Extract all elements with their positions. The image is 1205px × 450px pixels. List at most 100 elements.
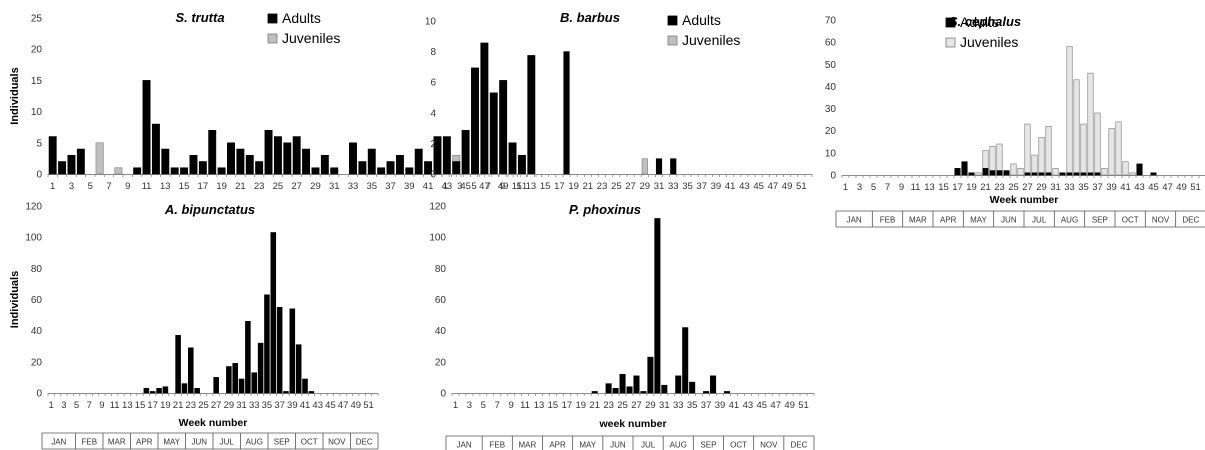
x-tick-label: 39 <box>715 400 726 411</box>
x-tick-label: 41 <box>725 181 736 192</box>
adults-bar <box>471 67 479 175</box>
month-label: AUG <box>246 438 263 447</box>
adults-bar <box>452 161 461 175</box>
adults-bar <box>142 80 151 175</box>
y-tick-label: 10 <box>825 148 837 159</box>
y-tick-label: 20 <box>435 357 447 368</box>
adults-bar <box>245 321 251 394</box>
adults-bar <box>996 170 1003 176</box>
x-tick-label: 33 <box>668 181 679 192</box>
y-tick-label: 8 <box>430 47 436 58</box>
y-tick-label: 60 <box>31 295 43 306</box>
x-axis-label: Week number <box>990 194 1059 206</box>
y-tick-label: 25 <box>31 14 43 25</box>
adults-bar <box>180 167 189 175</box>
adults-bar <box>654 218 661 394</box>
x-tick-label: 15 <box>179 181 190 192</box>
adults-bar <box>605 383 612 394</box>
juveniles-bar <box>114 167 123 175</box>
y-tick-label: 0 <box>36 389 42 400</box>
x-tick-label: 19 <box>966 182 977 193</box>
month-label: MAY <box>579 441 596 450</box>
x-tick-label: 49 <box>498 181 509 192</box>
adults-bar <box>655 158 663 175</box>
adults-bar <box>151 123 160 175</box>
x-tick-label: 25 <box>617 400 628 411</box>
x-tick-label: 3 <box>467 400 472 411</box>
legend-label-adults: Adults <box>960 14 999 30</box>
legend-swatch-adults <box>945 17 956 28</box>
adults-bar <box>349 142 357 175</box>
month-label: MAR <box>519 441 537 450</box>
adults-bar <box>1066 172 1073 176</box>
x-tick-label: 13 <box>526 181 537 192</box>
x-tick-label: 27 <box>211 400 222 411</box>
x-tick-label: 17 <box>562 400 573 411</box>
y-tick-label: 5 <box>36 138 42 149</box>
adults-bar <box>48 136 57 175</box>
x-tick-label: 27 <box>631 400 642 411</box>
x-tick-label: 51 <box>798 400 809 411</box>
month-label: JUN <box>1001 216 1017 225</box>
adults-bar <box>289 308 296 394</box>
x-tick-label: 31 <box>654 181 665 192</box>
x-tick-label: 45 <box>756 400 767 411</box>
x-tick-label: 33 <box>1064 182 1075 193</box>
month-label: DEC <box>1182 216 1199 225</box>
x-tick-label: 31 <box>1050 182 1061 193</box>
month-label: JAN <box>457 441 472 450</box>
x-tick-label: 43 <box>743 400 754 411</box>
adults-bar <box>1073 172 1080 176</box>
legend-swatch-adults <box>267 13 278 24</box>
x-tick-label: 37 <box>701 400 712 411</box>
adults-bar <box>1024 172 1031 176</box>
x-tick-label: 5 <box>88 181 93 192</box>
x-tick-label: 45 <box>325 400 336 411</box>
x-tick-label: 21 <box>589 400 600 411</box>
month-label: JUL <box>641 441 656 450</box>
adults-bar <box>377 167 386 175</box>
adults-bar <box>236 148 245 175</box>
x-tick-label: 35 <box>682 181 693 192</box>
x-tick-label: 15 <box>135 400 146 411</box>
month-label: SEP <box>274 438 290 447</box>
x-tick-label: 41 <box>423 181 434 192</box>
adults-bar <box>264 294 270 394</box>
x-tick-label: 37 <box>385 181 396 192</box>
adults-bar <box>619 373 626 394</box>
adults-bar <box>499 80 508 175</box>
adults-bar <box>1150 172 1157 176</box>
y-tick-label: 10 <box>425 17 437 28</box>
month-label: OCT <box>301 438 318 447</box>
adults-bar <box>612 388 619 394</box>
x-tick-label: 39 <box>1106 182 1117 193</box>
x-axis-label: week number <box>598 418 666 430</box>
adults-bar <box>198 161 207 175</box>
month-label: JUN <box>610 441 626 450</box>
x-tick-label: 1 <box>453 400 458 411</box>
legend-label-adults: Adults <box>682 12 721 28</box>
y-tick-label: 120 <box>25 202 42 213</box>
adults-bar <box>405 167 414 175</box>
x-tick-label: 41 <box>1120 182 1131 193</box>
juveniles-bar <box>1038 137 1045 176</box>
x-tick-label: 37 <box>274 400 285 411</box>
adults-bar <box>961 161 968 176</box>
month-label: JUL <box>220 438 235 447</box>
x-tick-label: 33 <box>673 400 684 411</box>
x-tick-label: 9 <box>509 400 514 411</box>
x-tick-label: 17 <box>554 181 565 192</box>
x-tick-label: 43 <box>442 181 453 192</box>
month-label: AUG <box>670 441 687 450</box>
x-tick-label: 3 <box>69 181 74 192</box>
legend-label-adults: Adults <box>282 10 321 26</box>
x-tick-label: 37 <box>1092 182 1103 193</box>
y-tick-label: 0 <box>830 171 836 182</box>
adults-bar <box>508 142 517 175</box>
y-tick-label: 80 <box>31 264 43 275</box>
month-label: JAN <box>847 216 862 225</box>
adults-bar <box>968 172 975 176</box>
month-label: JAN <box>51 438 66 447</box>
adults-bar <box>527 55 536 175</box>
x-tick-label: 1 <box>50 181 55 192</box>
